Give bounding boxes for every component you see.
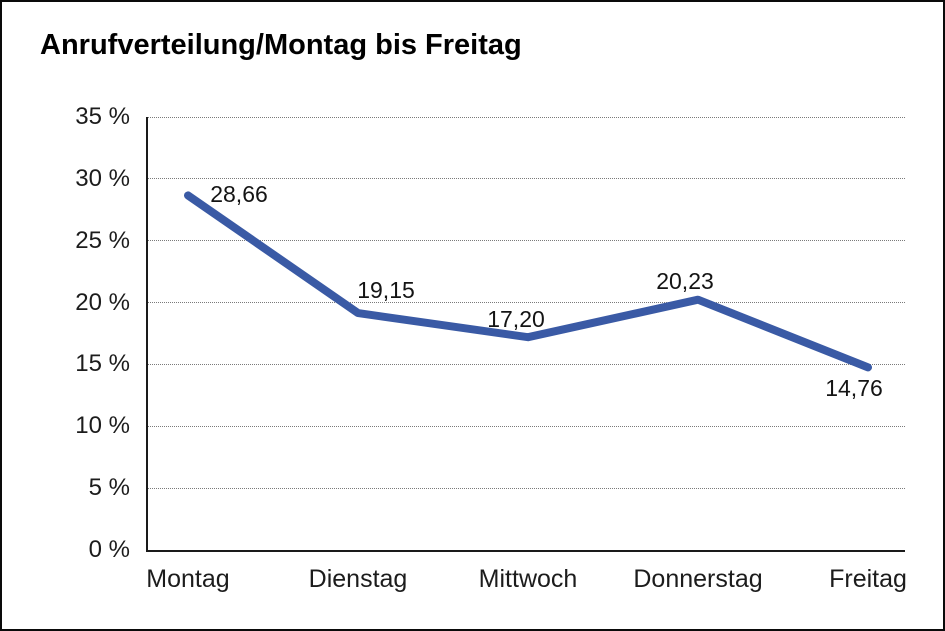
- data-point-label: 20,23: [656, 267, 714, 294]
- y-tick-label: 20 %: [75, 288, 130, 316]
- data-point-label: 28,66: [210, 181, 268, 208]
- x-axis-line: [146, 550, 905, 552]
- y-tick-label: 35 %: [75, 103, 130, 130]
- y-gridline: [148, 240, 905, 242]
- y-gridline: [148, 487, 905, 489]
- call-distribution-line: [184, 191, 872, 372]
- y-gridline: [148, 302, 905, 304]
- x-category-label: Mittwoch: [478, 565, 578, 593]
- x-category-label: Dienstag: [308, 565, 408, 593]
- y-tick-label: 25 %: [75, 226, 130, 254]
- y-tick-label: 15 %: [75, 350, 130, 378]
- y-tick-label: 30 %: [75, 164, 130, 192]
- data-point-label: 17,20: [487, 306, 545, 333]
- chart-title: Anrufverteilung/Montag bis Freitag: [40, 29, 522, 61]
- x-category-label: Donnerstag: [633, 565, 763, 593]
- data-point-label: 14,76: [825, 375, 883, 402]
- y-tick-label: 0 %: [88, 536, 130, 563]
- y-axis-line: [146, 117, 148, 552]
- x-category-label: Montag: [146, 565, 230, 593]
- y-tick-label: 10 %: [75, 412, 130, 440]
- y-gridline: [148, 363, 905, 365]
- y-tick-label: 5 %: [88, 474, 130, 502]
- y-gridline: [148, 425, 905, 427]
- x-category-label: Freitag: [829, 565, 907, 593]
- y-gridline: [148, 116, 905, 118]
- y-gridline: [148, 178, 905, 180]
- data-point-label: 19,15: [357, 277, 415, 304]
